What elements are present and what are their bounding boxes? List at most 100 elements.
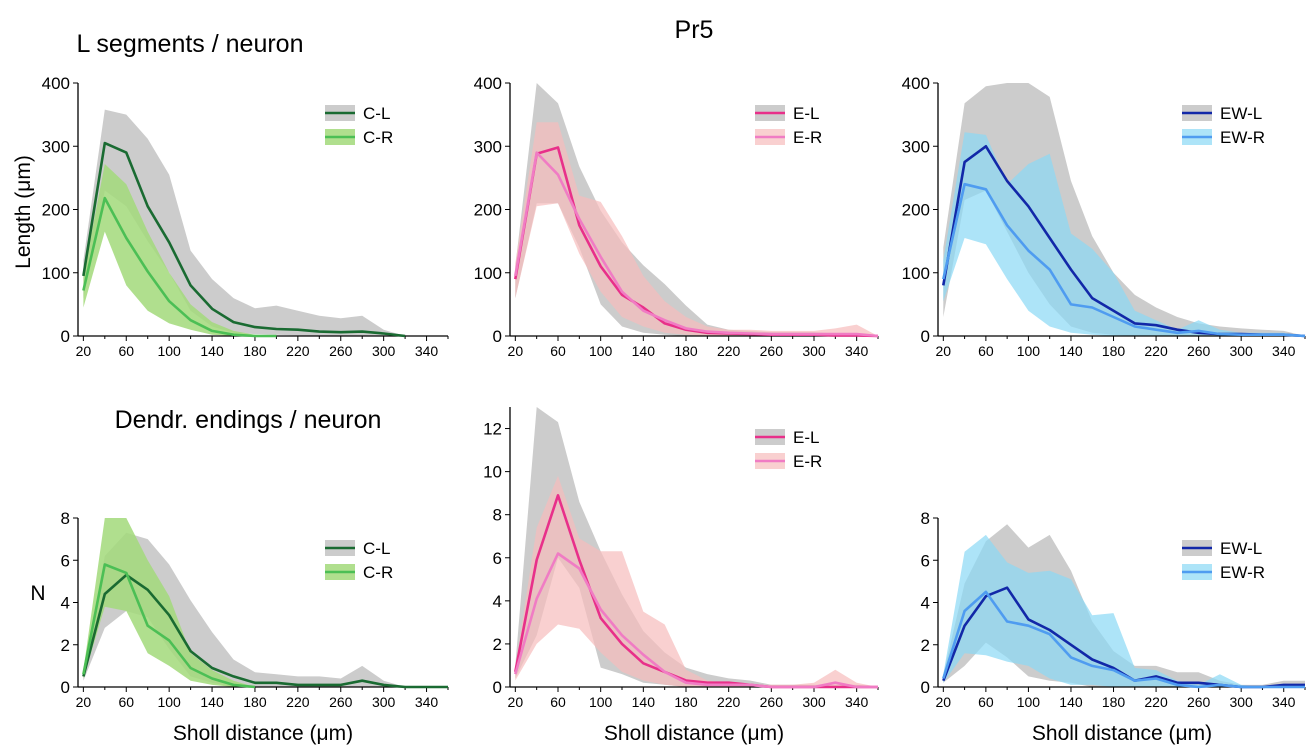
x-tick-label: 220 [1144,343,1168,359]
x-tick-label: 140 [1059,343,1083,359]
legend-label-ew-l: EW-L [1220,539,1262,558]
x-tick-label: 100 [589,694,613,710]
chart-panel-length-control: 20 60 100 140 180 220 260 300 340 0 100 200 300 400 C-… [42,74,449,359]
y-tick-label: 2 [921,636,930,655]
y-tick-label: 400 [42,74,70,93]
x-tick-label: 220 [717,694,741,710]
band-e-r [515,122,878,336]
x-tick-label: 180 [243,694,267,710]
x-tick-label: 60 [550,694,566,710]
legend-label-c-r: C-R [363,128,393,147]
x-tick-label: 140 [632,694,656,710]
x-tick-label: 60 [978,343,994,359]
y-tick-label: 100 [902,264,930,283]
x-tick-label: 180 [243,343,267,359]
x-tick-label: 300 [1229,343,1253,359]
x-tick-label: 140 [200,694,224,710]
y-tick-label: 200 [474,201,502,220]
legend-label-ew-r: EW-R [1220,563,1265,582]
x-tick-label: 60 [118,343,134,359]
series-line-c-r [82,196,277,338]
band-c-r [83,164,277,336]
series-line-c-l [82,141,406,338]
series-line-e-r [514,552,878,689]
x-tick-label: 340 [845,694,869,710]
x-tick-label: 300 [372,343,396,359]
legend-label-e-r: E-R [793,128,822,147]
chart-panel-endings-e: 20 60 100 140 180 220 260 300 340 0 2 4 6 8 10 12 E-L E-R [483,407,879,710]
band-e-r [515,475,878,687]
x-tick-label: 20 [936,694,952,710]
x-tick-label: 220 [717,343,741,359]
x-tick-label: 180 [674,694,698,710]
y-tick-label: 6 [61,551,70,570]
x-tick-label: 100 [1017,343,1041,359]
x-tick-label: 340 [845,343,869,359]
band-ew-r [943,132,1305,336]
y-tick-label: 300 [42,137,70,156]
x-tick-label: 220 [1144,694,1168,710]
y-tick-label: 0 [61,327,70,346]
y-tick-label: 100 [42,264,70,283]
x-tick-label: 140 [632,343,656,359]
x-tick-label: 220 [286,343,310,359]
x-tick-label: 260 [1187,343,1211,359]
row-title-length: L segments / neuron [77,30,304,58]
row-title-endings: Dendr. endings / neuron [115,406,382,434]
series-line-c-l [82,573,448,689]
chart-panel-endings-ew: 20 60 100 140 180 220 260 300 340 0 2 4 6 8 EW-L EW-R [921,509,1306,710]
x-tick-label: 340 [415,343,439,359]
x-tick-label: 20 [508,343,524,359]
band-ew-r [943,534,1305,687]
y-tick-label: 200 [42,201,70,220]
figure-title: Pr5 [675,16,714,44]
x-tick-label: 260 [329,343,353,359]
y-tick-label: 12 [483,420,502,439]
x-tick-label: 20 [76,694,92,710]
series-line-ew-r [942,182,1306,338]
legend-label-ew-r: EW-R [1220,128,1265,147]
x-tick-label: 100 [157,343,181,359]
x-tick-label: 260 [760,343,784,359]
x-tick-label: 340 [1272,694,1296,710]
x-tick-label: 220 [286,694,310,710]
legend-label-e-r: E-R [793,452,822,471]
y-tick-label: 0 [61,678,70,697]
y-tick-label: 0 [493,678,502,697]
x-tick-label: 100 [589,343,613,359]
y-tick-label: 6 [493,549,502,568]
x-tick-label: 260 [1187,694,1211,710]
y-tick-label: 10 [483,463,502,482]
legend-label-c-l: C-L [363,539,390,558]
x-tick-label: 20 [936,343,952,359]
y-axis-label-length: Length (μm) [12,155,35,269]
legend-label-ew-l: EW-L [1220,104,1262,123]
y-tick-label: 2 [61,636,70,655]
legend-label-e-l: E-L [793,428,819,447]
x-tick-label: 340 [1272,343,1296,359]
series-line-e-r [514,151,879,338]
x-tick-label: 260 [760,694,784,710]
x-tick-label: 20 [76,343,92,359]
x-axis-label-left: Sholl distance (μm) [173,722,353,745]
y-tick-label: 4 [493,592,502,611]
y-tick-label: 100 [474,264,502,283]
band-c-l [83,109,406,336]
y-tick-label: 400 [474,74,502,93]
y-tick-label: 4 [61,594,70,613]
chart-panel-length-ew: 20 60 100 140 180 220 260 300 340 0 100 200 300 400 EW… [902,74,1306,359]
x-tick-label: 300 [802,694,826,710]
x-tick-label: 180 [1102,694,1126,710]
x-tick-label: 300 [802,343,826,359]
y-tick-label: 400 [902,74,930,93]
y-tick-label: 0 [921,327,930,346]
y-tick-label: 300 [474,137,502,156]
x-tick-label: 140 [1059,694,1083,710]
series-line-c-r [82,563,256,689]
x-tick-label: 60 [550,343,566,359]
y-tick-label: 4 [921,594,930,613]
chart-panel-length-e: 20 60 100 140 180 220 260 300 340 0 100 200 300 400 E-… [474,74,879,359]
y-tick-label: 0 [921,678,930,697]
y-tick-label: 300 [902,137,930,156]
